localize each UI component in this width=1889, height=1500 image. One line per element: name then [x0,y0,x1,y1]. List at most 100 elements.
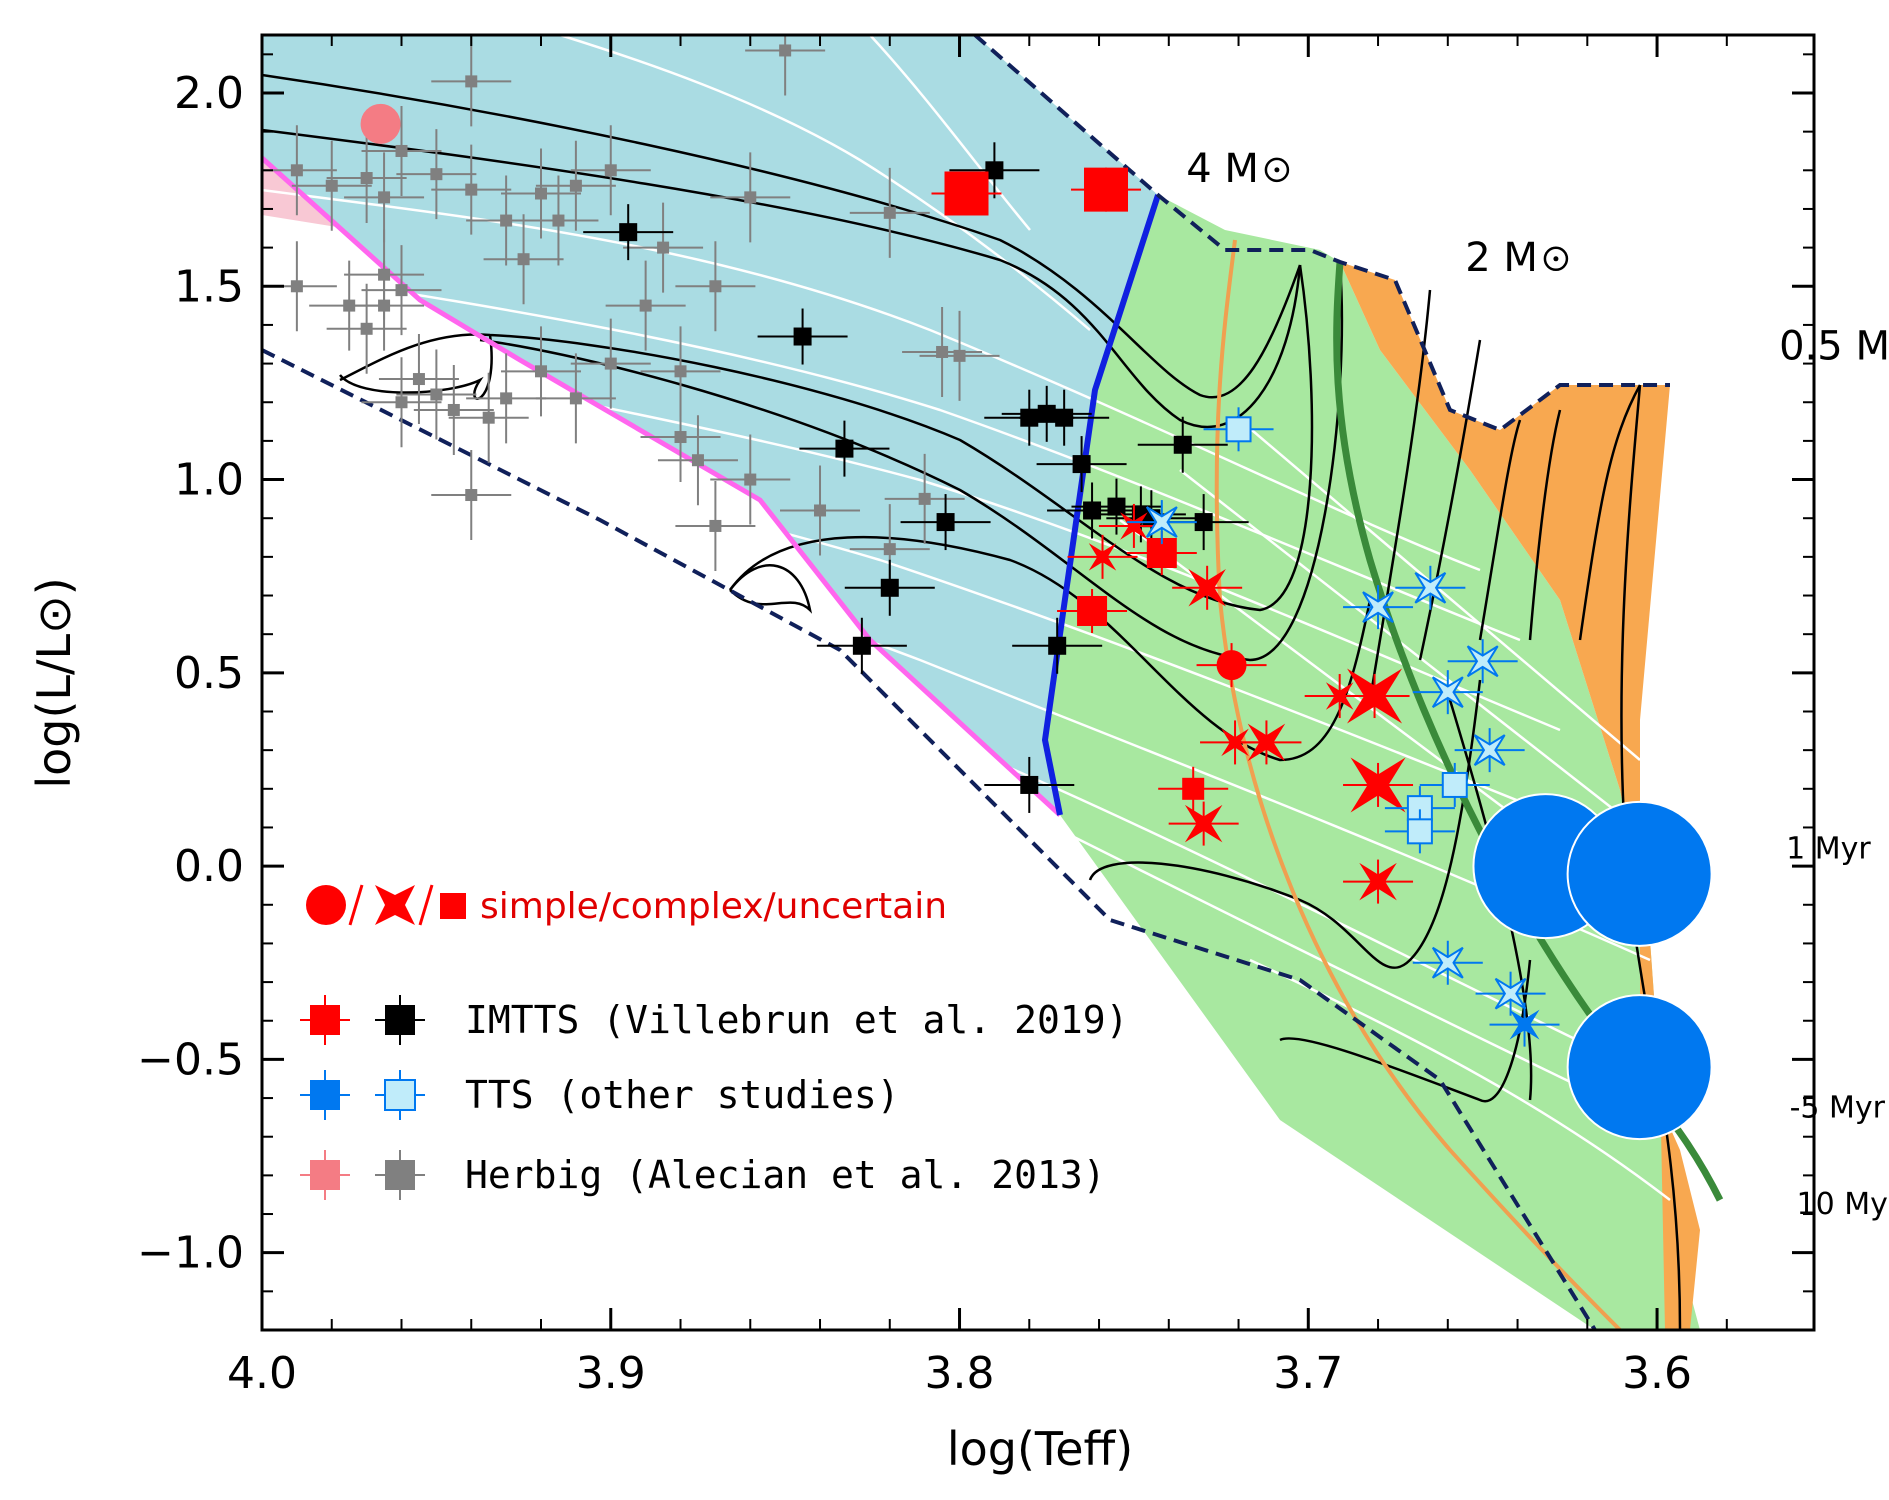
legend-entry-tts: TTS (other studies) [300,1070,900,1120]
square-marker [604,164,617,177]
series-layer [262,35,1713,1141]
star-marker [1088,543,1117,571]
plot-area [262,35,1724,1330]
square-marker [430,168,443,181]
square-marker [1020,775,1039,794]
square-marker [709,519,722,532]
series-group [360,103,401,144]
square-marker [517,253,530,266]
square-marker [1072,455,1091,474]
star-marker [1473,734,1506,766]
square-marker [1084,167,1129,212]
star-marker [1509,1009,1540,1040]
square-marker [814,504,827,517]
square-marker [936,513,955,532]
star-marker [1362,591,1394,623]
square-marker [1107,497,1126,516]
tts-big-circle-marker [1566,800,1713,947]
imtts-region [262,35,1158,815]
square-marker [1055,408,1074,427]
square-marker [944,171,989,216]
square-marker [290,164,303,177]
y-tick-label: −1.0 [137,1228,244,1279]
square-marker [604,357,617,370]
star-marker [1359,862,1397,901]
square-marker [569,392,582,405]
square-marker [709,280,722,293]
y-axis-title: log(L/L⊙) [27,577,81,788]
square-marker [918,492,931,505]
square-marker [482,411,495,424]
square-marker [395,144,408,157]
square-marker [378,299,391,312]
square-marker [360,322,373,335]
square-marker [360,172,373,185]
square-marker [1083,501,1102,520]
star-marker [1494,977,1527,1010]
legend-key-text: simple/complex/uncertain [480,886,947,927]
blue-line [1041,194,1161,816]
star-marker [1247,723,1286,762]
age-label: 1 Myr [1786,831,1871,866]
square-marker [535,187,548,200]
x-tick-label: 3.9 [576,1348,646,1399]
star-marker [1466,645,1499,678]
dashed-borders [262,35,1670,1330]
square-marker [1194,513,1213,532]
square-marker [395,284,408,297]
square-marker [465,489,478,502]
square-marker [852,636,871,655]
square-marker [378,191,391,204]
square-marker [1225,416,1252,443]
star-marker [1347,668,1403,724]
age-label: -5 Myr [1790,1090,1886,1125]
star-marker [1431,946,1464,979]
square-marker [535,365,548,378]
square-marker [1182,777,1205,800]
square-marker [883,206,896,219]
square-marker [412,373,425,386]
legend-label-tts: TTS (other studies) [465,1073,900,1117]
square-marker [569,179,582,192]
square-marker [1173,435,1192,454]
y-tick-label: 1.0 [174,455,244,506]
square-marker [1037,404,1056,423]
circle-marker [360,103,401,144]
x-tick-label: 3.7 [1273,1348,1343,1399]
square-marker [883,543,896,556]
square-marker [639,299,652,312]
star-marker [1414,571,1447,604]
square-marker [953,349,966,362]
series-group [1472,793,1713,1141]
star-marker [1145,506,1178,538]
isochrones [262,35,1671,1201]
orange-line [1214,239,1622,1330]
x-tick-label: 4.0 [227,1348,297,1399]
square-marker [619,223,638,242]
mass-label: 2 M [1465,235,1538,281]
age-label: 10 Myr [1797,1187,1889,1222]
square-marker [985,161,1004,180]
mass-label: 4 M [1186,146,1259,192]
star-marker [1431,676,1464,709]
mass-label: 0.5 M [1779,324,1889,370]
square-marker [430,388,443,401]
square-marker [447,403,460,416]
y-tick-label: 0.5 [174,648,244,699]
square-marker [1077,595,1108,626]
sun-symbol-icon [1264,157,1290,183]
square-marker [465,183,478,196]
y-tick-label: −0.5 [137,1034,244,1085]
star-marker [1120,512,1148,540]
circle-marker [1216,650,1247,681]
square-marker [657,241,670,254]
legend: simple/complex/uncertain IMTTS (Villebru… [300,884,1128,1200]
series-group [262,35,1000,595]
star-marker [1188,569,1226,607]
square-marker [779,44,792,57]
sun-symbol-dot-icon [1553,256,1559,262]
legend-label-imtts: IMTTS (Villebrun et al. 2019) [465,998,1128,1042]
legend-shape-key: simple/complex/uncertain [306,884,947,927]
square-marker [290,280,303,293]
